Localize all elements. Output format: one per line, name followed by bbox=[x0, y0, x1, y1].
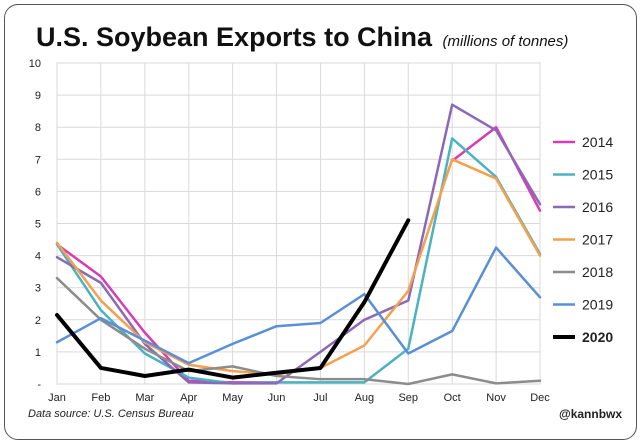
x-tick-label-may: May bbox=[222, 392, 243, 404]
x-tick-label-nov: Nov bbox=[486, 392, 506, 404]
series-line-2019 bbox=[55, 246, 542, 365]
y-tick-label-0: - bbox=[37, 379, 41, 391]
y-tick-label-7: 7 bbox=[35, 154, 41, 166]
series-line-2020 bbox=[55, 218, 411, 380]
chart-title: U.S. Soybean Exports to China (millions … bbox=[36, 22, 568, 53]
chart-title-main: U.S. Soybean Exports to China bbox=[36, 22, 433, 52]
legend-label-2019: 2019 bbox=[582, 297, 613, 313]
legend-label-2020: 2020 bbox=[582, 329, 613, 345]
x-tick-label-jan: Jan bbox=[48, 392, 66, 404]
x-tick-label-apr: Apr bbox=[180, 392, 197, 404]
x-tick-label-aug: Aug bbox=[355, 392, 375, 404]
legend-label-2017: 2017 bbox=[582, 232, 613, 248]
legend-label-2015: 2015 bbox=[582, 167, 613, 183]
y-tick-label-3: 3 bbox=[35, 283, 41, 295]
chart-subtitle: (millions of tonnes) bbox=[442, 33, 569, 50]
legend-label-2014: 2014 bbox=[582, 134, 613, 150]
y-tick-label-2: 2 bbox=[35, 315, 41, 327]
x-tick-label-mar: Mar bbox=[135, 392, 154, 404]
x-tick-label-oct: Oct bbox=[444, 392, 461, 404]
x-tick-label-sep: Sep bbox=[398, 392, 418, 404]
y-tick-label-9: 9 bbox=[35, 90, 41, 102]
series-line-2018 bbox=[55, 276, 542, 386]
x-tick-label-dec: Dec bbox=[530, 392, 550, 404]
series-line-2015 bbox=[55, 137, 542, 385]
y-tick-label-6: 6 bbox=[35, 186, 41, 198]
x-tick-label-feb: Feb bbox=[91, 392, 110, 404]
y-tick-label-8: 8 bbox=[35, 122, 41, 134]
y-tick-label-1: 1 bbox=[35, 347, 41, 359]
author-handle: @kannbwx bbox=[559, 407, 623, 421]
legend-label-2016: 2016 bbox=[582, 199, 613, 215]
x-tick-label-jun: Jun bbox=[268, 392, 286, 404]
y-tick-label-4: 4 bbox=[35, 251, 41, 263]
legend-label-2018: 2018 bbox=[582, 264, 613, 280]
y-tick-label-10: 10 bbox=[29, 58, 41, 70]
x-tick-label-jul: Jul bbox=[313, 392, 327, 404]
data-source: Data source: U.S. Census Bureau bbox=[28, 408, 194, 420]
y-tick-label-5: 5 bbox=[35, 219, 41, 231]
